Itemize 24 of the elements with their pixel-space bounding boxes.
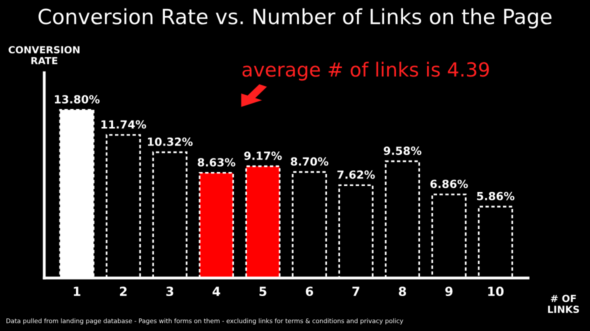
- x-tick-label: 8: [398, 286, 406, 296]
- data-label: 9.58%: [384, 146, 422, 155]
- data-label: 10.32%: [148, 138, 193, 146]
- data-label: 6.86%: [430, 180, 468, 188]
- data-label: 9.17%: [244, 152, 282, 160]
- x-tick-label: 5: [260, 286, 266, 296]
- x-tick-label: 7: [352, 286, 360, 296]
- x-axis-title: # OF LINKS: [548, 294, 579, 313]
- x-tick-label: 3: [166, 286, 174, 296]
- data-label: 8.63%: [198, 158, 236, 167]
- data-label: 13.80%: [54, 95, 100, 104]
- x-tick-label: 9: [445, 286, 453, 296]
- data-label: 7.62%: [337, 170, 375, 179]
- data-label: 11.74%: [101, 120, 146, 129]
- x-tick-label: 4: [212, 286, 220, 296]
- data-label: 5.86%: [477, 192, 514, 200]
- chart-title: Conversion Rate vs. Number of Links on the Page: [38, 8, 552, 28]
- x-tick-label: 1: [74, 286, 80, 296]
- x-tick-label: 6: [306, 286, 314, 296]
- x-tick-label: 10: [488, 286, 504, 296]
- x-tick-label: 2: [120, 286, 127, 296]
- data-label: 8.70%: [290, 157, 328, 166]
- y-axis-title: CONVERSION RATE: [8, 46, 80, 64]
- text: average # of links is 4.39: [242, 62, 489, 81]
